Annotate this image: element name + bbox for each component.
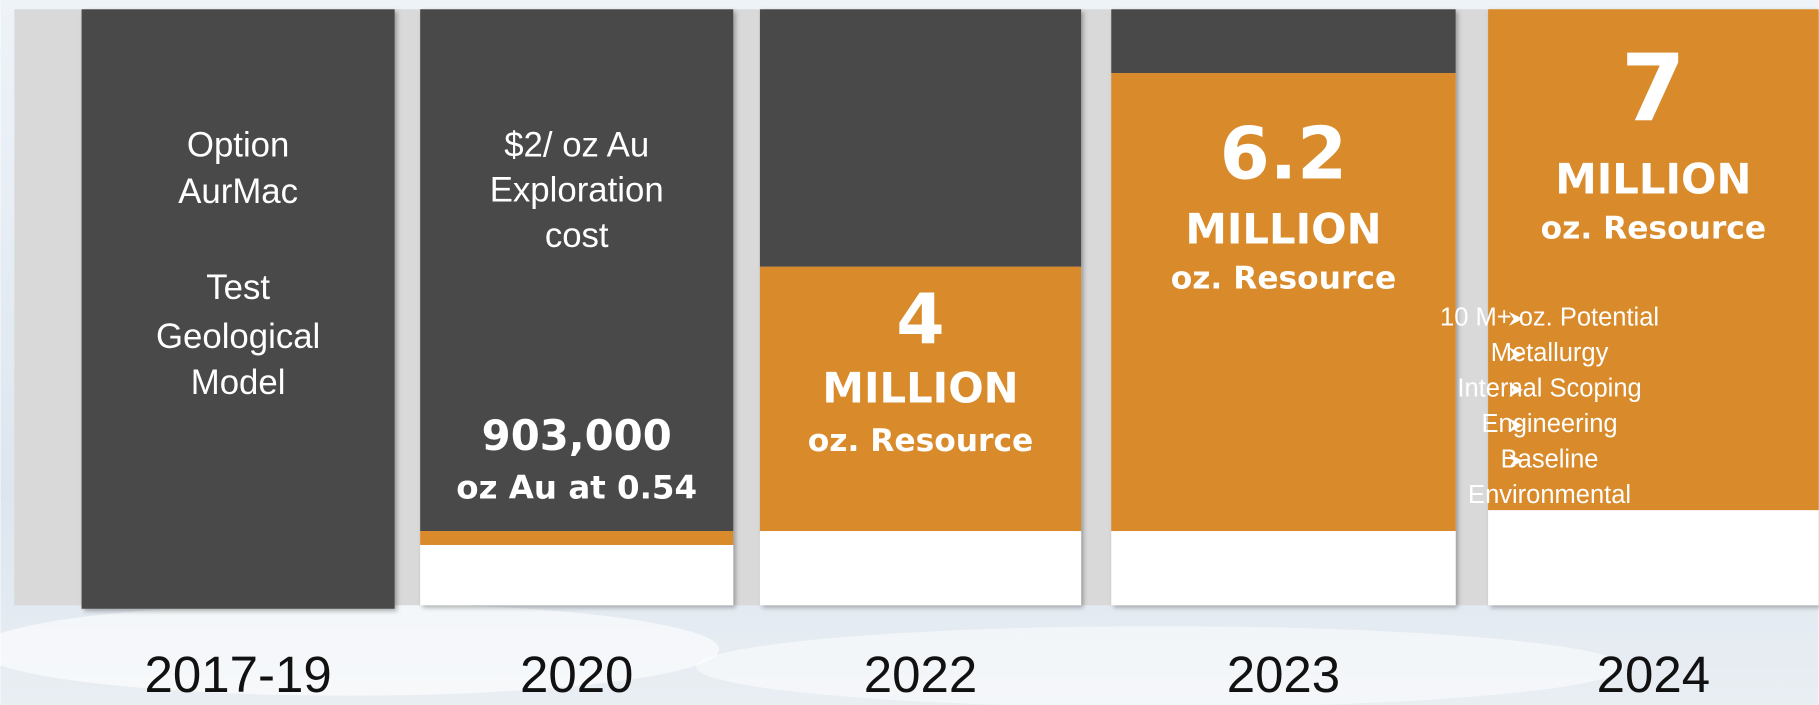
year-label: 2022: [864, 646, 977, 703]
column-block: [759, 531, 1082, 606]
highlight-text: oz. Resource: [1171, 260, 1396, 296]
bullet-text: Internal Scoping: [1457, 375, 1641, 403]
bullet-text: Metallurgy: [1491, 339, 1609, 367]
big-number: 4: [896, 280, 944, 361]
column-block: [759, 9, 1082, 267]
year-label: 2017-19: [145, 646, 332, 703]
column-block: [420, 531, 734, 545]
bullet-text: Engineering: [1482, 410, 1618, 438]
column-text: cost: [545, 217, 609, 255]
big-number: 7: [1621, 34, 1686, 142]
bullet-arrow: [1508, 418, 1523, 433]
column-text: Geological: [156, 318, 320, 356]
column-text: AurMac: [178, 173, 298, 211]
highlight-text: MILLION: [822, 363, 1018, 412]
bullet-arrow: [1508, 311, 1523, 326]
bullet-text: Environmental: [1468, 481, 1631, 509]
highlight-text: MILLION: [1185, 204, 1381, 253]
column: [759, 9, 1082, 606]
cloud: [0, 602, 720, 696]
column-text: Test: [206, 269, 270, 307]
highlight-text: 903,000: [482, 411, 672, 460]
column-block: [81, 9, 395, 609]
year-label: 2020: [520, 646, 633, 703]
column-block: [1111, 531, 1456, 606]
year-label: 2023: [1227, 646, 1340, 703]
column-block: [1111, 9, 1456, 74]
column-text: $2/ oz Au: [504, 126, 649, 164]
bullet-arrow: [1508, 453, 1523, 468]
column: [1488, 9, 1819, 606]
column-block: [759, 266, 1082, 532]
highlight-text: oz. Resource: [808, 423, 1033, 459]
column-block: [420, 9, 734, 532]
bullet-text: 10 M+ oz. Potential: [1440, 304, 1659, 332]
big-number: 6.2: [1220, 111, 1347, 195]
column-text: Exploration: [490, 172, 664, 210]
cloud: [696, 626, 1624, 705]
column-block: [420, 544, 734, 606]
column-block: [1111, 73, 1456, 532]
highlight-text: oz. Resource: [1541, 211, 1766, 247]
column: [81, 9, 395, 609]
columns: Option AurMac Test Geological Model 2017-19 $2…: [81, 9, 1819, 703]
column-text: Option: [187, 126, 289, 164]
column-text: Model: [191, 364, 286, 402]
bullet-arrow: [1508, 382, 1523, 397]
column-block: [1488, 510, 1819, 606]
highlight-text: oz Au at 0.54: [456, 468, 697, 506]
bullet-text: Baseline: [1501, 446, 1599, 474]
year-label: 2024: [1597, 646, 1710, 703]
highlight-text: MILLION: [1555, 155, 1751, 204]
bullet-arrow: [1508, 347, 1523, 362]
column: [420, 9, 734, 606]
column-block: [1488, 9, 1819, 511]
column: [1111, 9, 1456, 606]
